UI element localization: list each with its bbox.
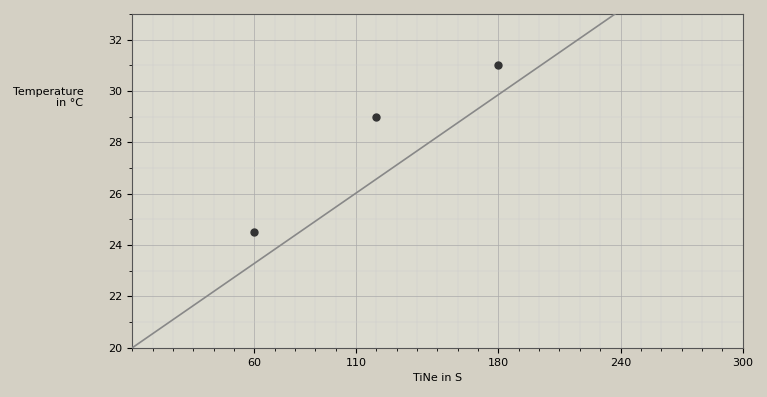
X-axis label: TiNe in S: TiNe in S <box>413 373 462 383</box>
Y-axis label: Temperature
in °C: Temperature in °C <box>12 87 84 108</box>
